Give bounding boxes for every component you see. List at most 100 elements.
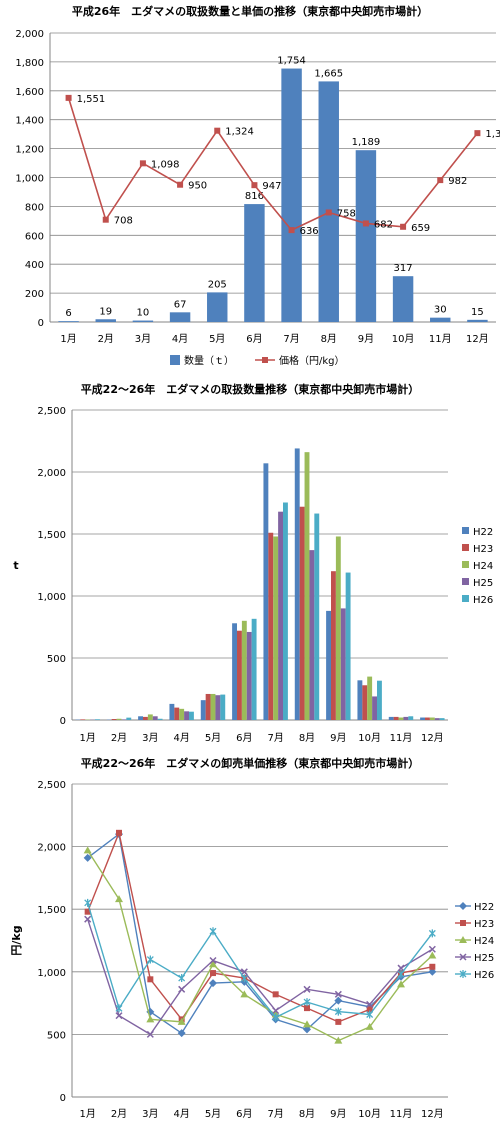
bar [80, 719, 86, 720]
x-tick-label: 11月 [429, 333, 452, 345]
series-line [87, 832, 433, 1035]
series-line [87, 849, 433, 1042]
bar [220, 694, 226, 720]
x-tick-label: 6月 [246, 333, 262, 345]
bar [331, 571, 336, 720]
y-tick-label: 200 [25, 289, 44, 300]
legend-label-quantity: 数量（ｔ） [184, 354, 234, 367]
bar-data-label: 67 [174, 299, 187, 310]
x-tick-label: 9月 [358, 333, 374, 345]
chart-title: 平成22～26年 エダマメの卸売単価推移（東京都中央卸売市場計） [80, 757, 420, 770]
legend-label: H24 [474, 936, 494, 947]
data-point-marker [303, 985, 311, 993]
x-tick-label: 3月 [142, 732, 158, 744]
data-point-marker [303, 1025, 311, 1034]
y-tick-label: 0 [38, 318, 44, 329]
x-tick-label: 11月 [390, 732, 413, 744]
price-data-label: 659 [411, 223, 430, 234]
bar [439, 718, 445, 720]
y-tick-label: 1,500 [37, 530, 66, 541]
x-tick-label: 8月 [321, 333, 337, 345]
data-point-marker [428, 929, 436, 938]
chart-price-h22-h26: 平成22～26年 エダマメの卸売単価推移（東京都中央卸売市場計） 0 500 1,0… [0, 752, 500, 1125]
price-data-label: 1,307 [485, 129, 500, 140]
bar [95, 319, 116, 322]
chart-canvas: 0 500 1,000 1,500 2,000 2,500 1月 2月 3月 4月 5月 6月 7月 8月… [13, 406, 493, 744]
data-point-marker [240, 968, 248, 976]
y-tick-label: 2,000 [15, 29, 44, 40]
x-tick-label: 11月 [390, 1108, 413, 1120]
legend-swatch-quantity [170, 355, 180, 365]
legend-label: H25 [474, 953, 494, 964]
data-point-marker [334, 990, 342, 998]
bar-data-label: 317 [394, 263, 413, 274]
price-point [325, 209, 332, 216]
bar [434, 718, 440, 720]
y-tick-label: 600 [25, 231, 44, 242]
chart-title: 平成26年 エダマメの取扱数量と単価の推移（東京都中央卸売市場計） [71, 5, 429, 18]
price-data-label: 950 [188, 181, 207, 192]
x-tick-label: 3月 [142, 1108, 158, 1120]
legend-swatch [462, 578, 469, 585]
data-point-marker [428, 951, 437, 959]
price-line [67, 97, 479, 232]
bar [205, 693, 211, 720]
data-point-marker [428, 945, 436, 953]
data-point-marker [84, 898, 92, 907]
y-tick-label: 1,800 [15, 58, 44, 69]
data-point-marker [177, 1029, 186, 1038]
bar-data-label: 6 [65, 308, 71, 319]
bar [294, 448, 300, 720]
x-tick-label: 3月 [135, 333, 151, 345]
bar-data-label: 205 [208, 279, 227, 290]
data-point-marker [84, 908, 91, 915]
bar [372, 696, 377, 720]
price-point [251, 182, 258, 189]
data-point-marker [303, 1020, 311, 1028]
bar [388, 716, 394, 720]
chart-canvas: 0 500 1,000 1,500 2,000 2,500 1月 2月 3月 4月 5月 6月 7月 8月… [10, 780, 494, 1120]
y-tick-label: 2,000 [37, 843, 66, 854]
x-tick-label: 8月 [299, 1108, 315, 1120]
x-tick-label: 7月 [267, 1108, 283, 1120]
bar [152, 716, 158, 720]
chart-quantity-h22-h26: 平成22～26年 エダマメの取扱数量推移（東京都中央卸売市場計） 0 500 1,0… [0, 378, 500, 748]
bar [94, 719, 100, 720]
price-data-label: 1,551 [77, 94, 106, 105]
x-tick-label: 4月 [172, 333, 188, 345]
legend-label: H25 [473, 578, 493, 589]
bar [169, 312, 191, 322]
x-tick-label: 5月 [209, 333, 225, 345]
bar [251, 618, 257, 720]
price-point [214, 127, 221, 134]
data-point-marker [209, 927, 217, 936]
bar [147, 714, 153, 720]
data-point-marker [146, 1015, 155, 1023]
price-point [177, 181, 184, 188]
price-point [437, 177, 444, 184]
data-point-marker [429, 963, 436, 970]
data-point-marker [335, 1018, 342, 1025]
bar [345, 572, 351, 720]
data-point-marker [459, 953, 467, 961]
y-tick-label: 2,500 [37, 780, 66, 791]
x-tick-label: 1月 [60, 333, 76, 345]
bar [210, 693, 216, 720]
bar [157, 718, 163, 720]
data-point-marker [83, 846, 92, 854]
bar [169, 703, 175, 720]
x-tick-label: 10月 [358, 1108, 381, 1120]
bar [184, 711, 189, 720]
bar [241, 620, 247, 720]
bar [174, 707, 180, 720]
x-tick-label: 9月 [330, 1108, 346, 1120]
x-tick-label: 4月 [173, 1108, 189, 1120]
legend-label: H24 [473, 561, 493, 572]
data-point-marker [209, 979, 217, 988]
x-tick-label: 1月 [79, 1108, 95, 1120]
data-point-marker [177, 1017, 186, 1025]
data-point-marker [366, 1000, 374, 1008]
bar [357, 680, 363, 720]
bar [215, 695, 221, 720]
bar [467, 319, 488, 322]
